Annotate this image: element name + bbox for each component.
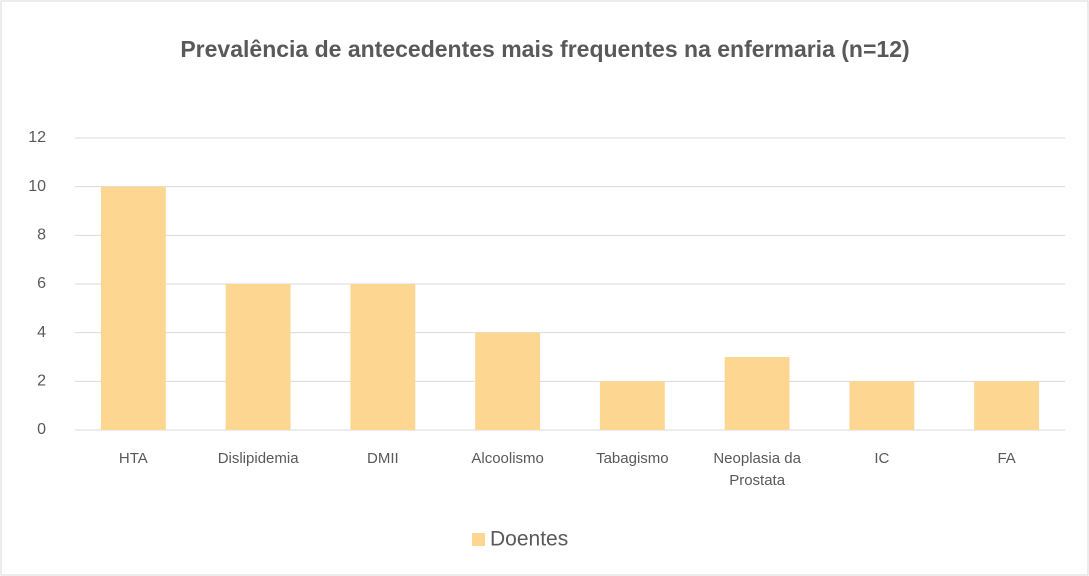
legend-swatch [472, 533, 485, 546]
y-tick-label: 12 [28, 129, 46, 146]
y-tick-label: 4 [37, 324, 46, 341]
bar [974, 381, 1040, 430]
x-tick-label: DMII [367, 450, 399, 467]
bar [350, 284, 416, 430]
chart-title: Prevalência de antecedentes mais frequen… [180, 36, 910, 62]
y-tick-label: 8 [37, 227, 46, 244]
legend-label: Doentes [490, 528, 568, 551]
y-tick-label: 6 [37, 275, 46, 292]
x-tick-label: Alcoolismo [471, 450, 544, 467]
x-tick-label: Neoplasia da Prostata [713, 450, 801, 489]
bar [849, 381, 915, 430]
x-tick-label: FA [997, 450, 1016, 467]
x-tick-label: HTA [118, 450, 148, 467]
y-tick-label: 2 [37, 373, 46, 390]
y-tick-label: 0 [37, 421, 46, 438]
bar [599, 381, 665, 430]
bar [724, 357, 790, 430]
bar [225, 284, 291, 430]
x-tick-label: IC [874, 450, 890, 467]
x-tick-label: Dislipidemia [217, 450, 299, 467]
x-tick-label: Tabagismo [596, 450, 669, 467]
bar [100, 186, 166, 430]
y-tick-label: 10 [28, 178, 46, 195]
bar [475, 332, 541, 430]
